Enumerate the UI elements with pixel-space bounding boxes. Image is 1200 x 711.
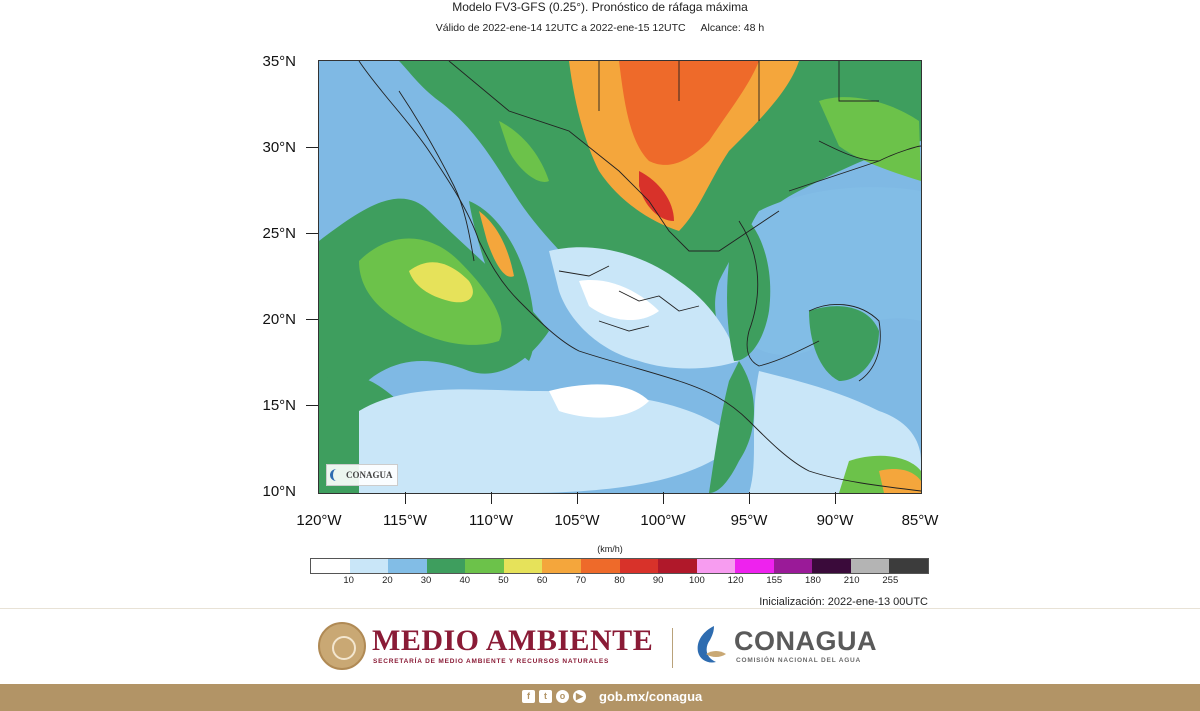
lon-tick xyxy=(577,492,578,504)
mexico-seal-icon xyxy=(318,622,366,670)
footer-logos: MEDIO AMBIENTE SECRETARÍA DE MEDIO AMBIE… xyxy=(0,612,1200,684)
lon-tick xyxy=(663,492,664,504)
colorbar-label: 50 xyxy=(498,575,509,586)
facebook-icon[interactable]: f xyxy=(522,690,535,703)
lon-label-90: 90°W xyxy=(816,512,854,529)
colorbar-label: 20 xyxy=(382,575,393,586)
colorbar-segment xyxy=(619,559,659,573)
colorbar-segment xyxy=(773,559,813,573)
lat-label-30: 30°N xyxy=(262,139,296,156)
lon-label-110: 110°W xyxy=(468,512,514,529)
social-links: f t o ▶ xyxy=(522,690,586,703)
colorbar-label: 80 xyxy=(614,575,625,586)
colorbar-segment xyxy=(503,559,543,573)
forecast-range: Alcance: 48 h xyxy=(700,22,765,34)
lon-tick xyxy=(835,492,836,504)
lat-label-25: 25°N xyxy=(262,225,296,242)
colorbar-label: 255 xyxy=(882,575,899,586)
lon-tick xyxy=(405,492,406,504)
lon-label-95: 95°W xyxy=(730,512,768,529)
lon-label-120: 120°W xyxy=(296,512,342,529)
conagua-title: CONAGUA xyxy=(734,626,877,656)
colorbar-segment xyxy=(696,559,736,573)
lon-tick xyxy=(491,492,492,504)
colorbar-segment xyxy=(426,559,466,573)
colorbar-segment xyxy=(812,559,851,573)
colorbar-label: 210 xyxy=(843,575,860,586)
agency-title: MEDIO AMBIENTE xyxy=(372,624,654,657)
website-link[interactable]: gob.mx/conagua xyxy=(599,689,703,704)
colorbar-label: 155 xyxy=(766,575,783,586)
colorbar-label: 40 xyxy=(459,575,471,586)
colorbar-segment xyxy=(889,559,928,573)
lat-tick xyxy=(306,233,318,234)
colorbar-label: 10 xyxy=(343,575,354,586)
colorbar-label: 30 xyxy=(420,575,432,586)
valid-period: Válido de 2022-ene-14 12UTC a 2022-ene-1… xyxy=(435,22,686,34)
footer-divider xyxy=(0,608,1200,609)
colorbar-label: 120 xyxy=(727,575,744,586)
colorbar-segment xyxy=(349,559,389,573)
lat-label-20: 20°N xyxy=(262,311,296,328)
wind-gust-map xyxy=(318,60,922,494)
colorbar-segment xyxy=(311,559,350,573)
map-subtitle: Válido de 2022-ene-14 12UTC a 2022-ene-1… xyxy=(0,22,1200,34)
badge-label: CONAGUA xyxy=(346,470,393,480)
colorbar-segment xyxy=(542,559,581,573)
colorbar-segment xyxy=(735,559,774,573)
colorbar-segment xyxy=(658,559,697,573)
map-title: Modelo FV3-GFS (0.25°). Pronóstico de rá… xyxy=(452,0,748,14)
agency-subtitle: SECRETARÍA DE MEDIO AMBIENTE Y RECURSOS … xyxy=(373,658,610,665)
lon-label-105: 105°W xyxy=(554,512,600,529)
instagram-icon[interactable]: o xyxy=(556,690,569,703)
colorbar-segment xyxy=(388,559,427,573)
conagua-logo-icon xyxy=(697,626,726,663)
lon-label-85: 85°W xyxy=(901,512,939,529)
lat-tick xyxy=(306,147,318,148)
colorbar-segment xyxy=(850,559,890,573)
colorbar-label: 70 xyxy=(575,575,587,586)
conagua-subtitle: COMISIÓN NACIONAL DEL AGUA xyxy=(736,657,862,664)
conagua-watermark: CONAGUA xyxy=(326,464,398,486)
colorbar-unit: (km/h) xyxy=(597,544,623,554)
colorbar xyxy=(310,558,929,574)
youtube-icon[interactable]: ▶ xyxy=(573,690,586,703)
lon-label-100: 100°W xyxy=(640,512,686,529)
initialization-time: Inicialización: 2022-ene-13 00UTC xyxy=(759,596,928,608)
lat-tick xyxy=(306,405,318,406)
footer-bar: f t o ▶ gob.mx/conagua xyxy=(0,684,1200,711)
colorbar-segment xyxy=(465,559,504,573)
colorbar-label: 60 xyxy=(536,575,548,586)
colorbar-label: 100 xyxy=(688,575,705,586)
logo-separator xyxy=(672,628,673,668)
lon-label-115: 115°W xyxy=(382,512,428,529)
colorbar-label: 90 xyxy=(652,575,664,586)
colorbar-segment xyxy=(580,559,620,573)
lat-label-35: 35°N xyxy=(262,53,296,70)
lat-tick xyxy=(306,319,318,320)
lat-label-10: 10°N xyxy=(262,483,296,500)
conagua-drop-icon xyxy=(330,469,343,481)
twitter-icon[interactable]: t xyxy=(539,690,552,703)
lon-tick xyxy=(749,492,750,504)
colorbar-label: 180 xyxy=(805,575,821,586)
lat-label-15: 15°N xyxy=(262,397,296,414)
